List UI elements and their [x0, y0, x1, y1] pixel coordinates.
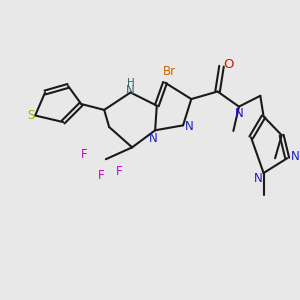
Text: S: S	[28, 109, 35, 122]
Text: F: F	[98, 169, 104, 182]
Text: N: N	[235, 107, 244, 120]
Text: N: N	[254, 172, 263, 185]
Text: F: F	[116, 165, 122, 178]
Text: N: N	[291, 150, 300, 163]
Text: N: N	[185, 121, 194, 134]
Text: H: H	[127, 78, 134, 88]
Text: F: F	[81, 148, 88, 161]
Text: O: O	[223, 58, 233, 71]
Text: N: N	[149, 132, 158, 145]
Text: Br: Br	[164, 64, 176, 78]
Text: N: N	[126, 84, 135, 97]
